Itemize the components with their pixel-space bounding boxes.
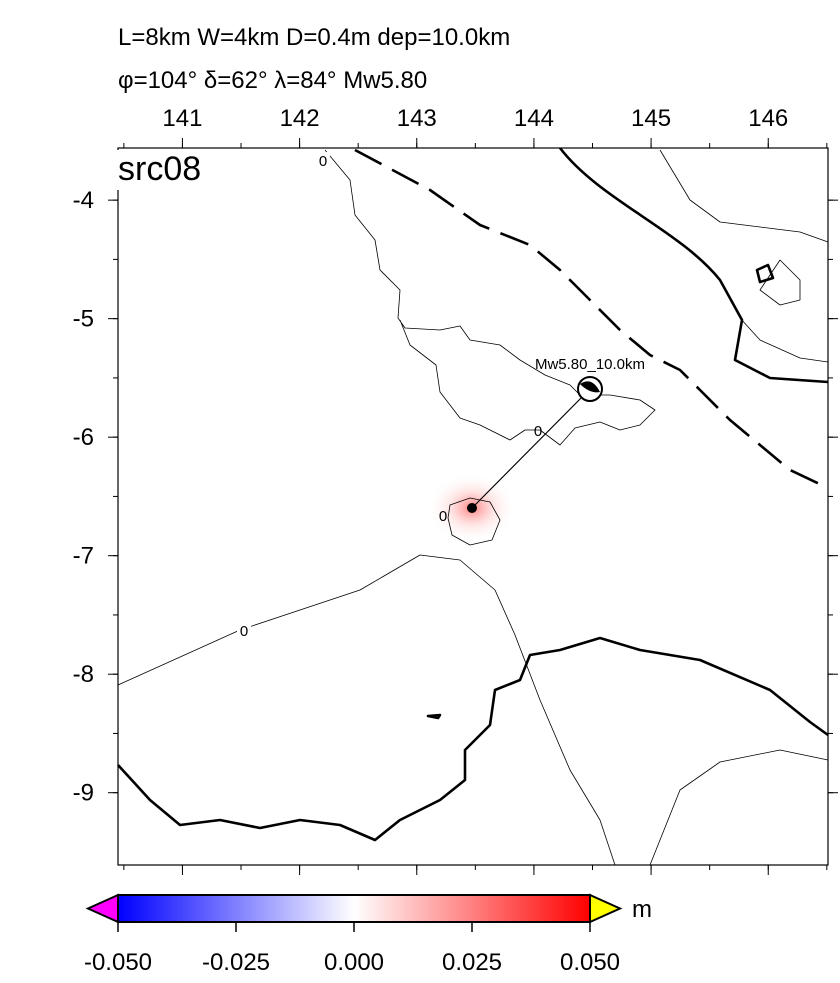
coastline — [426, 713, 442, 720]
label-box — [116, 150, 224, 190]
contour-label: 0 — [319, 153, 327, 170]
land-line — [659, 149, 829, 243]
panel-label: src08 — [118, 150, 201, 188]
contour-label: 0 — [439, 508, 447, 525]
map-features: Mw5.80_10.0km 0 0 0 0 — [117, 147, 829, 866]
contour-label: 0 — [240, 623, 248, 640]
x-tick-label: 143 — [397, 105, 437, 132]
label-mask — [316, 152, 330, 168]
contour-line — [117, 554, 616, 866]
y-tick-label: -5 — [73, 306, 94, 333]
colorbar-tick-label: 0.025 — [442, 949, 502, 976]
colorbar: m -0.050 -0.025 0.000 0.025 0.050 — [84, 893, 652, 976]
y-tick-label: -9 — [73, 780, 94, 807]
epicenter-link — [471, 388, 591, 509]
colorbar-tick-label: 0.050 — [560, 949, 620, 976]
contour-label: 0 — [534, 423, 542, 440]
coastline — [117, 636, 829, 842]
axes: 141 142 143 144 145 146 -4 -5 -6 -7 -8 -9 — [73, 105, 838, 875]
map-frame — [117, 147, 829, 866]
x-tick-label: 145 — [631, 105, 671, 132]
y-tick-label: -8 — [73, 661, 94, 688]
coastline — [558, 147, 829, 384]
colorbar-tick-label: 0.000 — [324, 949, 384, 976]
land-line — [739, 317, 829, 363]
colorbar-under — [85, 893, 119, 924]
land-line — [759, 259, 801, 306]
y-tick-label: -7 — [73, 543, 94, 570]
colorbar-tick-label: -0.025 — [202, 949, 270, 976]
coastline — [755, 263, 775, 284]
beachball-quadrant — [580, 381, 600, 393]
event-label: Mw5.80_10.0km — [535, 356, 645, 373]
y-tick-label: -4 — [73, 187, 94, 214]
y-tick-label: -6 — [73, 424, 94, 451]
x-tick-label: 144 — [514, 105, 554, 132]
colorbar-scale — [117, 894, 591, 923]
title-line: L=8km W=4km D=0.4m dep=10.0km — [118, 24, 510, 51]
x-tick-label: 146 — [748, 105, 788, 132]
contour-line — [324, 149, 656, 446]
contour-line — [447, 497, 501, 546]
colorbar-unit: m — [632, 896, 652, 923]
x-tick-label: 141 — [162, 105, 202, 132]
land-line — [649, 749, 829, 866]
epicenter — [467, 503, 477, 513]
title-line: φ=104° δ=62° λ=84° Mw5.80 — [118, 67, 427, 94]
trench — [354, 148, 829, 490]
colorbar-over — [589, 893, 623, 924]
label-mask — [237, 621, 251, 637]
x-tick-label: 142 — [280, 105, 320, 132]
colorbar-tick-label: -0.050 — [84, 949, 152, 976]
